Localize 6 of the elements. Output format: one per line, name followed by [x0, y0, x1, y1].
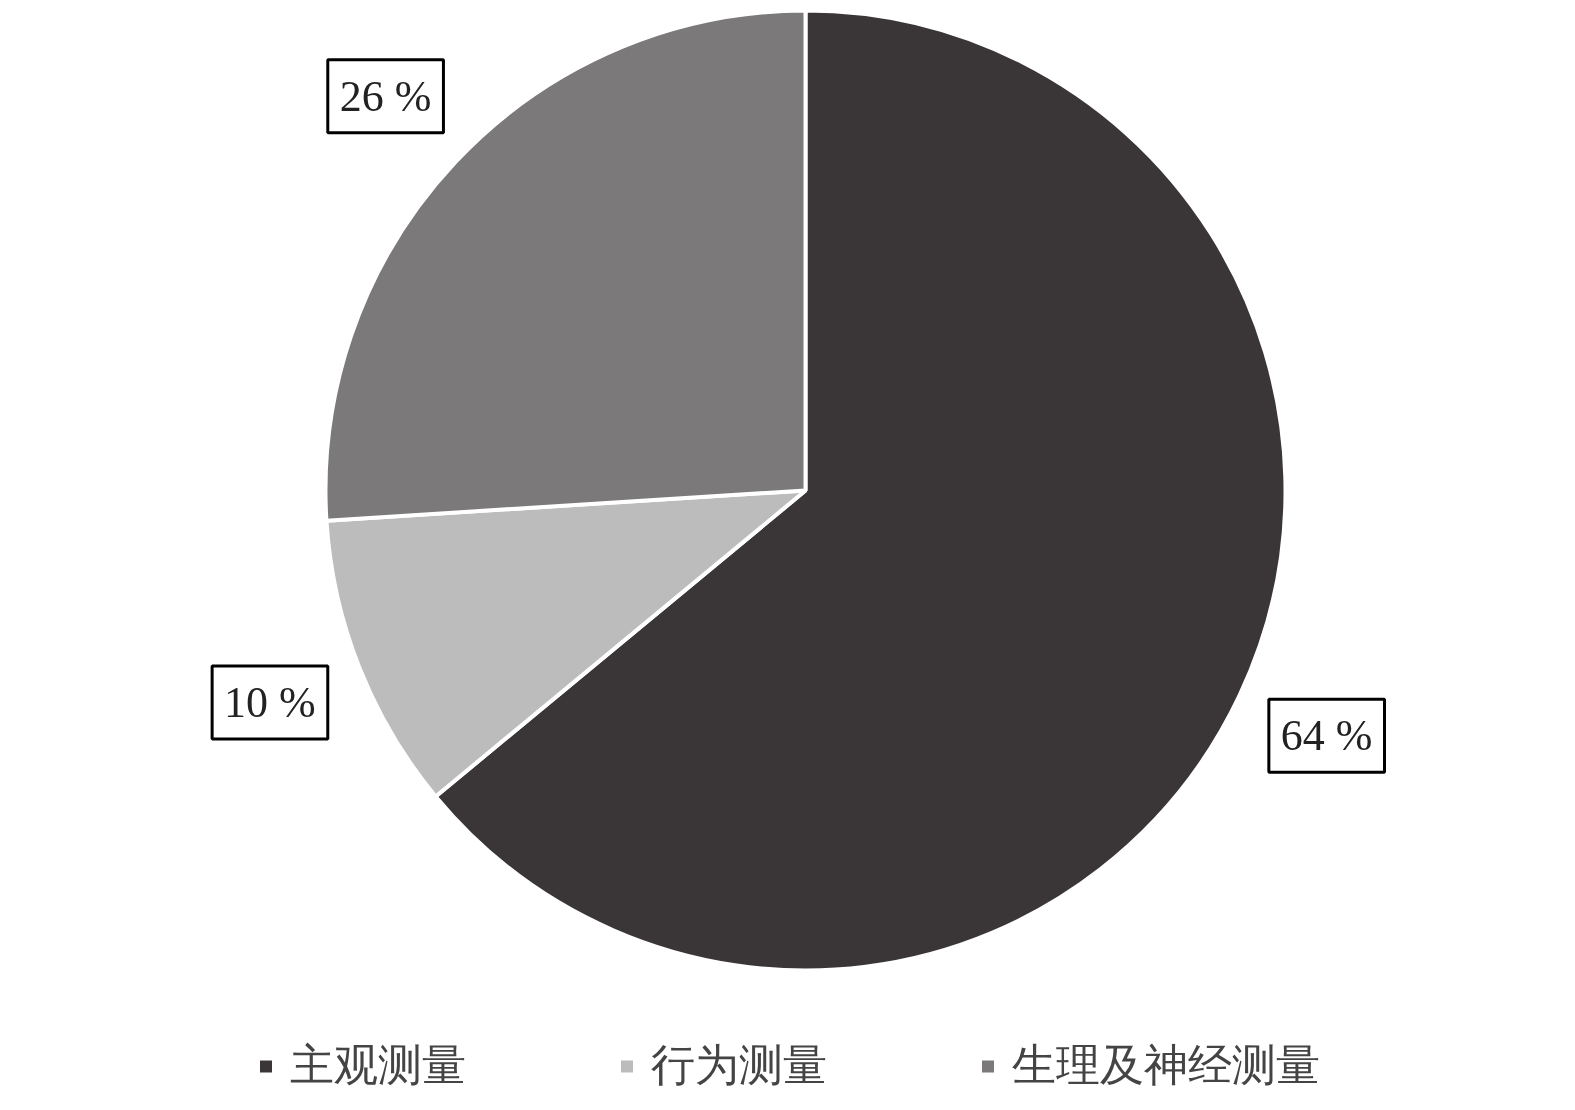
legend-label: 行为测量: [651, 1038, 827, 1092]
data-label: 26 %: [339, 71, 432, 121]
legend-label: 生理及神经测量: [1012, 1038, 1320, 1092]
data-label: 10 %: [224, 678, 316, 728]
legend-label: 主观测量: [290, 1038, 466, 1092]
data-label: 64 %: [1280, 711, 1373, 761]
